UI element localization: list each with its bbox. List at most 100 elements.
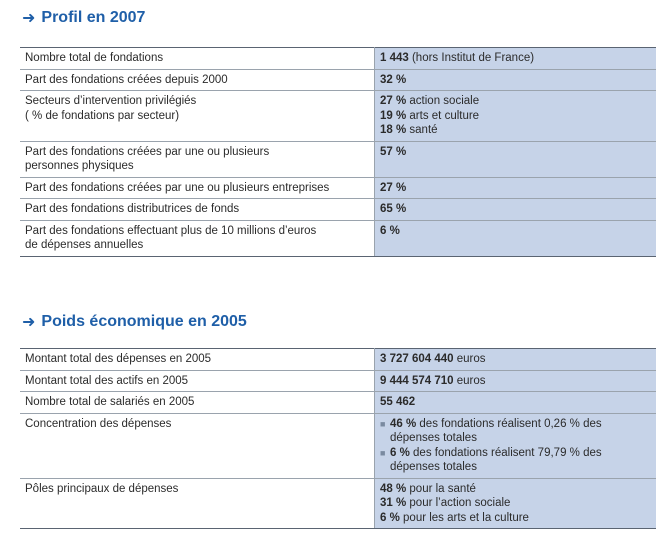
value-text: pour les arts et la culture <box>399 511 529 524</box>
value-text: (hors Institut de France) <box>408 52 535 64</box>
table-row: Secteurs d’intervention privilégiés ( % d… <box>20 90 656 142</box>
section-title-poids: ➜ Poids économique en 2005 <box>22 312 247 332</box>
poids-table: Montant total des dépenses en 2005 3 727 … <box>20 348 656 529</box>
row-value: 1 443 (hors Institut de France) <box>374 47 656 70</box>
value-line: 18 % santé <box>380 123 651 138</box>
profil-table: Nombre total de fondations 1 443 (hors In… <box>20 47 656 257</box>
row-value: 48 % pour la santé 31 % pour l’action soc… <box>374 478 656 529</box>
value-text: santé <box>406 124 438 136</box>
value-number: 19 % <box>380 109 407 122</box>
value-text: arts et culture <box>406 109 480 122</box>
label-line: Montant total des actifs en 2005 <box>25 374 189 387</box>
value-number: 1 443 <box>380 52 409 64</box>
row-value: 27 % action sociale 19 % arts et culture 1… <box>374 90 656 142</box>
section-title-profil: ➜ Profil en 2007 <box>22 8 145 28</box>
value-text: des fondations réalisent 79,79 % des <box>409 446 602 459</box>
value-number: 48 % <box>380 482 407 495</box>
value-line: 31 % pour l’action sociale <box>380 496 651 511</box>
row-value: 3 727 604 440 euros <box>374 348 656 371</box>
table-row: Concentration des dépenses ■ 46 % des fond… <box>20 413 656 479</box>
bullet-item: ■ 46 % des fondations réalisent 0,26 % de… <box>380 417 651 446</box>
value-number: 57 % <box>380 145 407 158</box>
value-number: 27 % <box>380 95 407 107</box>
value-number: 18 % <box>380 124 407 136</box>
row-label: Part des fondations effectuant plus de 1… <box>20 220 375 257</box>
bullet-item: ■ 6 % des fondations réalisent 79,79 % de… <box>380 446 651 475</box>
value-number: 65 % <box>380 203 407 215</box>
row-label: Part des fondations distributrices de fo… <box>20 198 375 221</box>
row-label: Secteurs d’intervention privilégiés ( % d… <box>20 90 375 142</box>
label-line: Nombre total de salariés en 2005 <box>25 396 195 408</box>
value-line: 9 444 574 710 euros <box>380 374 651 389</box>
value-continuation: dépenses totales <box>390 432 477 444</box>
value-line: 1 443 (hors Institut de France) <box>380 51 651 66</box>
row-label: Montant total des actifs en 2005 <box>20 370 375 392</box>
section-title-text: Poids économique en 2005 <box>41 313 247 330</box>
row-value: 27 % <box>374 177 656 199</box>
value-line: 27 % <box>380 181 651 196</box>
label-line: Part des fondations distributrices de fo… <box>25 203 240 215</box>
table-row: Montant total des actifs en 2005 9 444 57… <box>20 370 656 392</box>
table-row: Pôles principaux de dépenses 48 % pour la… <box>20 478 656 529</box>
table-row: Nombre total de salariés en 2005 55 462 <box>20 391 656 414</box>
value-line: 32 % <box>380 73 651 88</box>
value-number: 32 % <box>380 73 407 86</box>
value-text: pour l’action sociale <box>406 497 511 509</box>
row-value: 32 % <box>374 69 656 91</box>
value-text: action sociale <box>406 95 480 107</box>
row-value: 65 % <box>374 198 656 221</box>
value-number: 31 % <box>380 497 407 509</box>
row-label: Part des fondations créées par une ou pl… <box>20 141 375 178</box>
value-number: 6 % <box>380 224 400 237</box>
label-line: Part des fondations créées depuis 2000 <box>25 73 228 86</box>
value-number: 46 % <box>390 417 417 430</box>
row-value: 55 462 <box>374 391 656 414</box>
row-value: ■ 46 % des fondations réalisent 0,26 % de… <box>374 413 656 479</box>
table-row: Montant total des dépenses en 2005 3 727 … <box>20 348 656 371</box>
row-label: Nombre total de salariés en 2005 <box>20 391 375 414</box>
label-line: Secteurs d’intervention privilégiés <box>25 95 197 107</box>
label-line: personnes physiques <box>25 160 134 172</box>
value-line: 65 % <box>380 202 651 217</box>
value-line: 6 % <box>380 224 651 239</box>
value-number: 55 462 <box>380 396 416 408</box>
value-line: 57 % <box>380 145 651 160</box>
value-text: euros <box>453 353 486 365</box>
table-row: Part des fondations distributrices de fo… <box>20 198 656 221</box>
label-line: Nombre total de fondations <box>25 52 164 64</box>
arrow-right-icon: ➜ <box>22 10 36 27</box>
value-line: 55 462 <box>380 395 651 410</box>
row-label: Part des fondations créées depuis 2000 <box>20 69 375 91</box>
value-line: 19 % arts et culture <box>380 109 651 124</box>
row-label: Concentration des dépenses <box>20 413 375 479</box>
arrow-right-icon: ➜ <box>22 314 36 331</box>
value-number: 3 727 604 440 <box>380 353 454 365</box>
table-row: Part des fondations créées par une ou pl… <box>20 177 656 199</box>
table-row: Part des fondations créées par une ou pl… <box>20 141 656 178</box>
row-label: Pôles principaux de dépenses <box>20 478 375 529</box>
row-value: 57 % <box>374 141 656 178</box>
value-text: euros <box>453 374 486 387</box>
label-line: Part des fondations créées par une ou pl… <box>25 145 270 158</box>
table-row: Part des fondations créées depuis 2000 32… <box>20 69 656 91</box>
value-line: 6 % pour les arts et la culture <box>380 511 651 526</box>
row-value: 6 % <box>374 220 656 257</box>
value-number: 6 % <box>390 446 410 459</box>
square-bullet-icon: ■ <box>380 418 386 429</box>
row-value: 9 444 574 710 euros <box>374 370 656 392</box>
row-label: Nombre total de fondations <box>20 47 375 70</box>
value-number: 27 % <box>380 181 407 194</box>
value-text: des fondations réalisent 0,26 % des <box>416 417 602 430</box>
value-number: 9 444 574 710 <box>380 374 454 387</box>
row-label: Montant total des dépenses en 2005 <box>20 348 375 371</box>
square-bullet-icon: ■ <box>380 447 386 458</box>
value-line: 3 727 604 440 euros <box>380 352 651 367</box>
value-text: pour la santé <box>406 482 476 495</box>
label-line: de dépenses annuelles <box>25 239 144 251</box>
value-line: 27 % action sociale <box>380 94 651 109</box>
label-line: Concentration des dépenses <box>25 417 172 430</box>
label-line: Part des fondations effectuant plus de 1… <box>25 224 317 237</box>
value-continuation: dépenses totales <box>390 461 477 473</box>
row-label: Part des fondations créées par une ou pl… <box>20 177 375 199</box>
label-line: Montant total des dépenses en 2005 <box>25 353 212 365</box>
